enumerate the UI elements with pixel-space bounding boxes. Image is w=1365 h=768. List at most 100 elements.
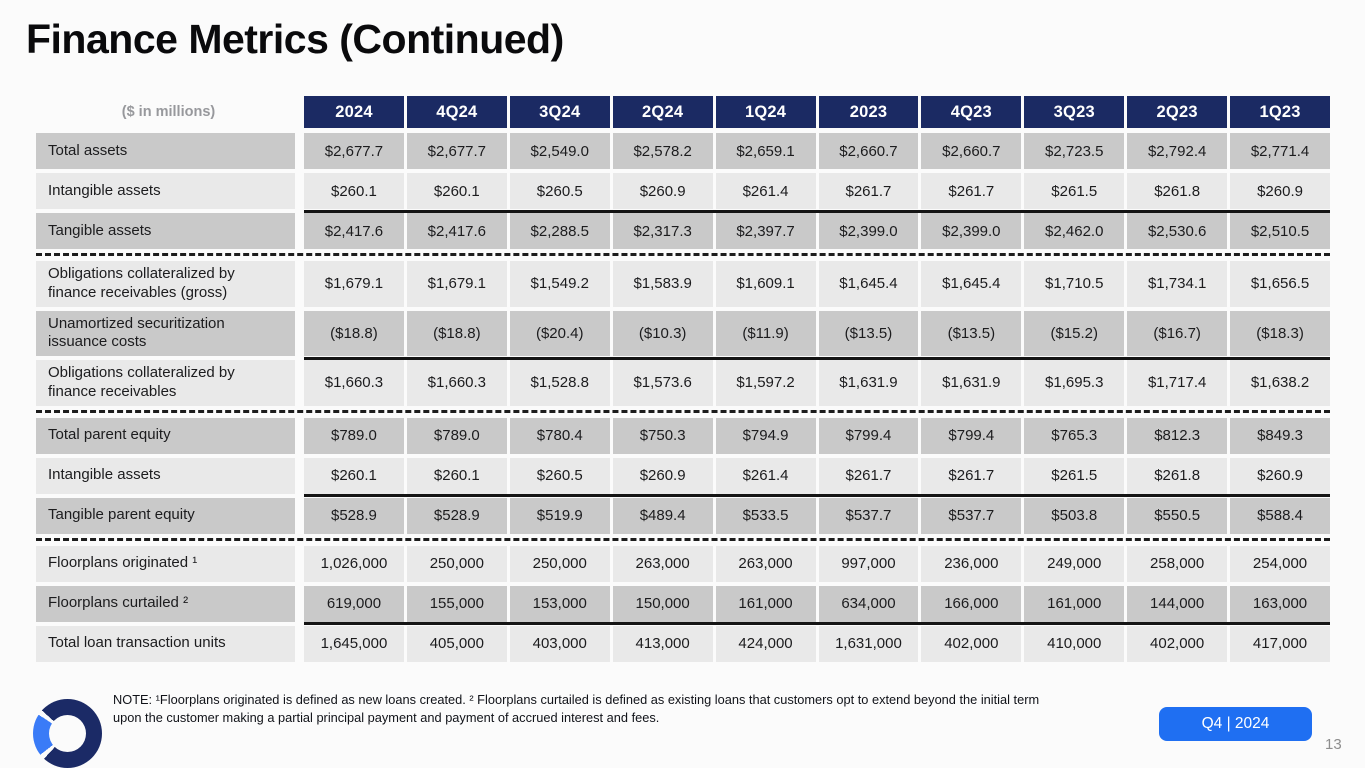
cell-value: $1,638.2 (1230, 360, 1330, 406)
cell-value: ($11.9) (715, 310, 816, 356)
cell-value: $2,723.5 (1024, 133, 1125, 169)
cell-value: 150,000 (612, 585, 713, 622)
cell-value: 405,000 (406, 625, 507, 662)
row-label: Floorplans curtailed ² (36, 585, 295, 622)
cell-value: 1,645,000 (304, 625, 404, 662)
cell-value: 250,000 (406, 545, 507, 582)
cell-value: $261.8 (1127, 457, 1228, 494)
table-row: Total loan transaction units 1,645,000 405… (36, 622, 1330, 662)
cell-value: 997,000 (818, 545, 919, 582)
dashed-section-divider (36, 253, 1330, 256)
cell-value: $260.1 (304, 457, 404, 494)
cell-value: ($18.8) (406, 310, 507, 356)
cell-value: $260.1 (406, 173, 507, 209)
cell-value: $260.1 (406, 457, 507, 494)
dashed-section-divider (36, 409, 1330, 413)
cell-value: $1,528.8 (509, 360, 610, 406)
cell-value: 161,000 (715, 585, 816, 622)
cell-value: $789.0 (406, 417, 507, 454)
cell-value: 413,000 (612, 625, 713, 662)
cell-value: 1,631,000 (818, 625, 919, 662)
cell-value: 144,000 (1127, 585, 1228, 622)
cell-value: $2,677.7 (304, 133, 404, 169)
cell-value: $2,659.1 (715, 133, 816, 169)
cell-value: $794.9 (715, 417, 816, 454)
cell-value: $2,792.4 (1127, 133, 1228, 169)
finance-metrics-table: ($ in millions) 2024 4Q24 3Q24 2Q24 1Q24 2023 4… (36, 96, 1330, 666)
cell-value: $2,660.7 (818, 133, 919, 169)
cell-value: 166,000 (921, 585, 1022, 622)
row-label: Total loan transaction units (36, 625, 295, 662)
page-number: 13 (1325, 736, 1342, 753)
cell-value: 161,000 (1024, 585, 1125, 622)
footnote-line-1: NOTE: ¹Floorplans originated is defined … (113, 692, 1040, 707)
cell-value: $1,679.1 (406, 261, 507, 307)
row-label: Unamortized securitization issuance cost… (36, 310, 295, 356)
cell-value: $489.4 (612, 497, 713, 534)
cell-value: 402,000 (921, 625, 1022, 662)
cell-value: $849.3 (1230, 417, 1330, 454)
column-header-2q24: 2Q24 (612, 96, 713, 128)
cell-value: $261.7 (921, 457, 1022, 494)
cell-value: $2,399.0 (921, 213, 1022, 249)
cell-value: 249,000 (1024, 545, 1125, 582)
cell-value: ($16.7) (1127, 310, 1228, 356)
column-header-4q24: 4Q24 (406, 96, 507, 128)
cell-value: $260.1 (304, 173, 404, 209)
column-header-2023: 2023 (818, 96, 919, 128)
cell-value: $261.5 (1024, 457, 1125, 494)
cell-value: $799.4 (818, 417, 919, 454)
cell-value: $812.3 (1127, 417, 1228, 454)
footnote-line-2: upon the customer making a partial princ… (113, 709, 660, 725)
cell-value: $2,549.0 (509, 133, 610, 169)
cell-value: $2,417.6 (304, 213, 404, 249)
cell-value: $2,530.6 (1127, 213, 1228, 249)
cell-value: $799.4 (921, 417, 1022, 454)
footnote: NOTE: ¹Floorplans originated is defined … (113, 691, 1143, 727)
table-row: Intangible assets $260.1 $260.1 $260.5 $260.… (36, 173, 1330, 209)
column-header-1q23: 1Q23 (1230, 96, 1330, 128)
subtotal-rule (304, 494, 1330, 497)
cell-value: $780.4 (509, 417, 610, 454)
cell-value: $1,695.3 (1024, 360, 1125, 406)
cell-value: $750.3 (612, 417, 713, 454)
cell-value: $765.3 (1024, 417, 1125, 454)
cell-value: $1,717.4 (1127, 360, 1228, 406)
cell-value: $1,660.3 (304, 360, 404, 406)
cell-value: $789.0 (304, 417, 404, 454)
cell-value: $261.8 (1127, 173, 1228, 209)
cell-value: $588.4 (1230, 497, 1330, 534)
cell-value: 263,000 (612, 545, 713, 582)
table-row: Total assets $2,677.7 $2,677.7 $2,549.0 $2,5… (36, 133, 1330, 169)
cell-value: 402,000 (1127, 625, 1228, 662)
cell-value: $1,710.5 (1024, 261, 1125, 307)
cell-value: 403,000 (509, 625, 610, 662)
cell-value: $1,583.9 (612, 261, 713, 307)
table-row: Obligations collateralized by finance re… (36, 356, 1330, 406)
cell-value: $550.5 (1127, 497, 1228, 534)
cell-value: $1,549.2 (509, 261, 610, 307)
row-label: Total parent equity (36, 417, 295, 454)
page-title: Finance Metrics (Continued) (26, 16, 564, 62)
cell-value: ($13.5) (921, 310, 1022, 356)
cell-value: 155,000 (406, 585, 507, 622)
cell-value: $1,609.1 (715, 261, 816, 307)
cell-value: $2,771.4 (1230, 133, 1330, 169)
cell-value: $528.9 (304, 497, 404, 534)
column-header-1q24: 1Q24 (715, 96, 816, 128)
cell-value: ($13.5) (818, 310, 919, 356)
row-label: Floorplans originated ¹ (36, 545, 295, 582)
cell-value: ($10.3) (612, 310, 713, 356)
cell-value: 163,000 (1230, 585, 1330, 622)
cell-value: $261.5 (1024, 173, 1125, 209)
cell-value: $2,677.7 (406, 133, 507, 169)
cell-value: $260.5 (509, 173, 610, 209)
cell-value: 153,000 (509, 585, 610, 622)
row-label: Tangible assets (36, 213, 295, 249)
row-label: Tangible parent equity (36, 497, 295, 534)
cell-value: 236,000 (921, 545, 1022, 582)
table-units-label: ($ in millions) (121, 104, 216, 120)
cell-value: ($18.8) (304, 310, 404, 356)
row-label: Intangible assets (36, 457, 295, 494)
column-header-2q23: 2Q23 (1127, 96, 1228, 128)
